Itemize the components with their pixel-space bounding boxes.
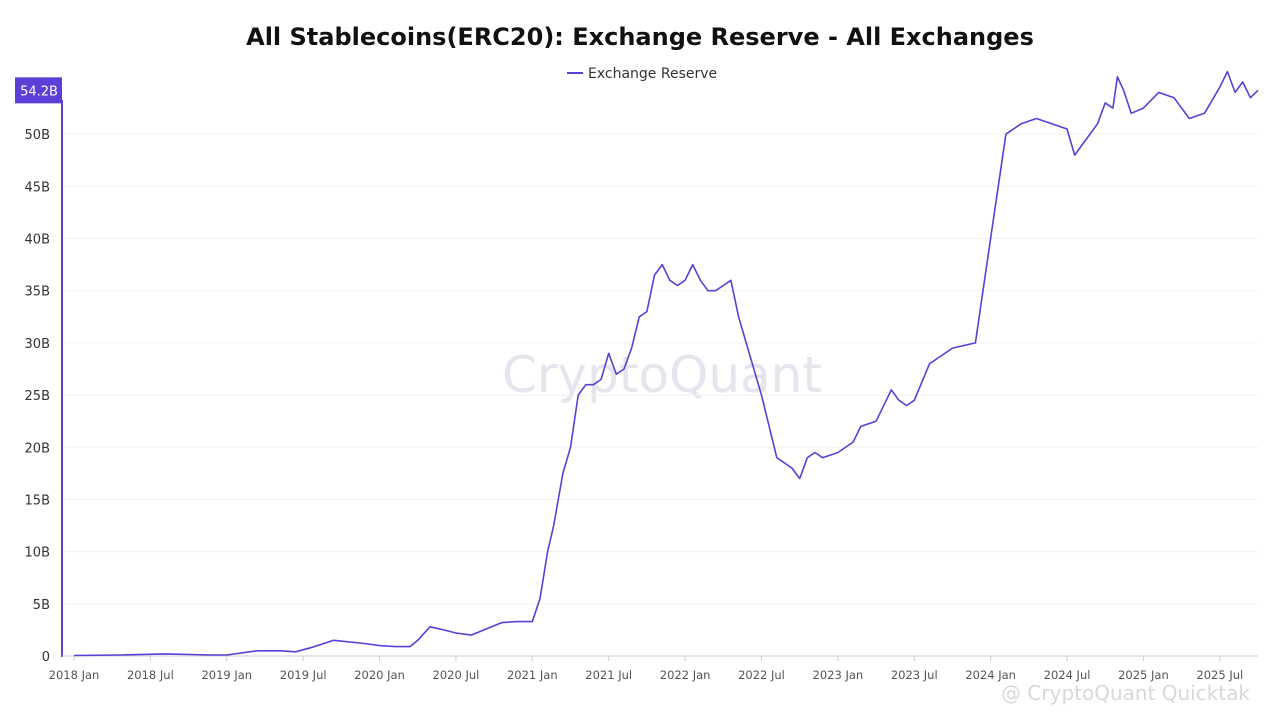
- x-tick-label: 2019 Jan: [201, 668, 252, 682]
- y-axis-ticks: 0 5B 10B 15B 20B 25B 30B 35B 40B 45B 50B: [25, 128, 50, 665]
- x-tick-label: 2025 Jan: [1118, 668, 1169, 682]
- x-tick-label: 2018 Jul: [127, 668, 174, 682]
- current-value-badge: 54.2B: [15, 77, 62, 104]
- y-tick-label: 15B: [25, 493, 50, 508]
- series-layer: [73, 70, 1259, 657]
- x-tick-label: 2024 Jan: [965, 668, 1016, 682]
- x-tick-label: 2022 Jan: [660, 668, 711, 682]
- x-tick-label: 2022 Jul: [738, 668, 785, 682]
- y-tick-label: 25B: [25, 389, 50, 404]
- y-tick-label: 5B: [33, 598, 50, 613]
- series-line-exchange-reserve: [73, 70, 1259, 657]
- y-tick-label: 50B: [25, 128, 50, 143]
- x-tick-label: 2018 Jan: [49, 668, 100, 682]
- y-tick-label: 20B: [25, 441, 50, 456]
- chart-title: All Stablecoins(ERC20): Exchange Reserve…: [246, 23, 1034, 51]
- x-tick-label: 2024 Jul: [1044, 668, 1091, 682]
- x-tick-label: 2025 Jul: [1196, 668, 1243, 682]
- legend[interactable]: Exchange Reserve: [567, 66, 717, 82]
- x-tick-label: 2020 Jul: [433, 668, 480, 682]
- y-tick-label: 10B: [25, 546, 50, 561]
- grid-lines: [62, 133, 1258, 605]
- current-value-label: 54.2B: [20, 84, 58, 99]
- legend-label: Exchange Reserve: [588, 66, 717, 82]
- y-tick-label: 35B: [25, 285, 50, 300]
- y-tick-label: 0: [42, 650, 50, 665]
- x-tick-label: 2023 Jan: [813, 668, 864, 682]
- x-tick-label: 2021 Jul: [585, 668, 632, 682]
- watermark-text: CryptoQuant: [502, 346, 822, 404]
- x-tick-label: 2020 Jan: [354, 668, 405, 682]
- x-axis-ticks: 2018 Jan 2018 Jul 2019 Jan 2019 Jul 2020 Jan…: [49, 656, 1243, 682]
- y-tick-label: 30B: [25, 337, 50, 352]
- y-tick-label: 40B: [25, 233, 50, 248]
- y-tick-label: 45B: [25, 180, 50, 195]
- footer-watermark: @ CryptoQuant Quicktak: [1001, 681, 1250, 705]
- x-tick-label: 2019 Jul: [280, 668, 327, 682]
- x-tick-label: 2023 Jul: [891, 668, 938, 682]
- x-tick-label: 2021 Jan: [507, 668, 558, 682]
- current-value-badge-bg: [15, 77, 62, 104]
